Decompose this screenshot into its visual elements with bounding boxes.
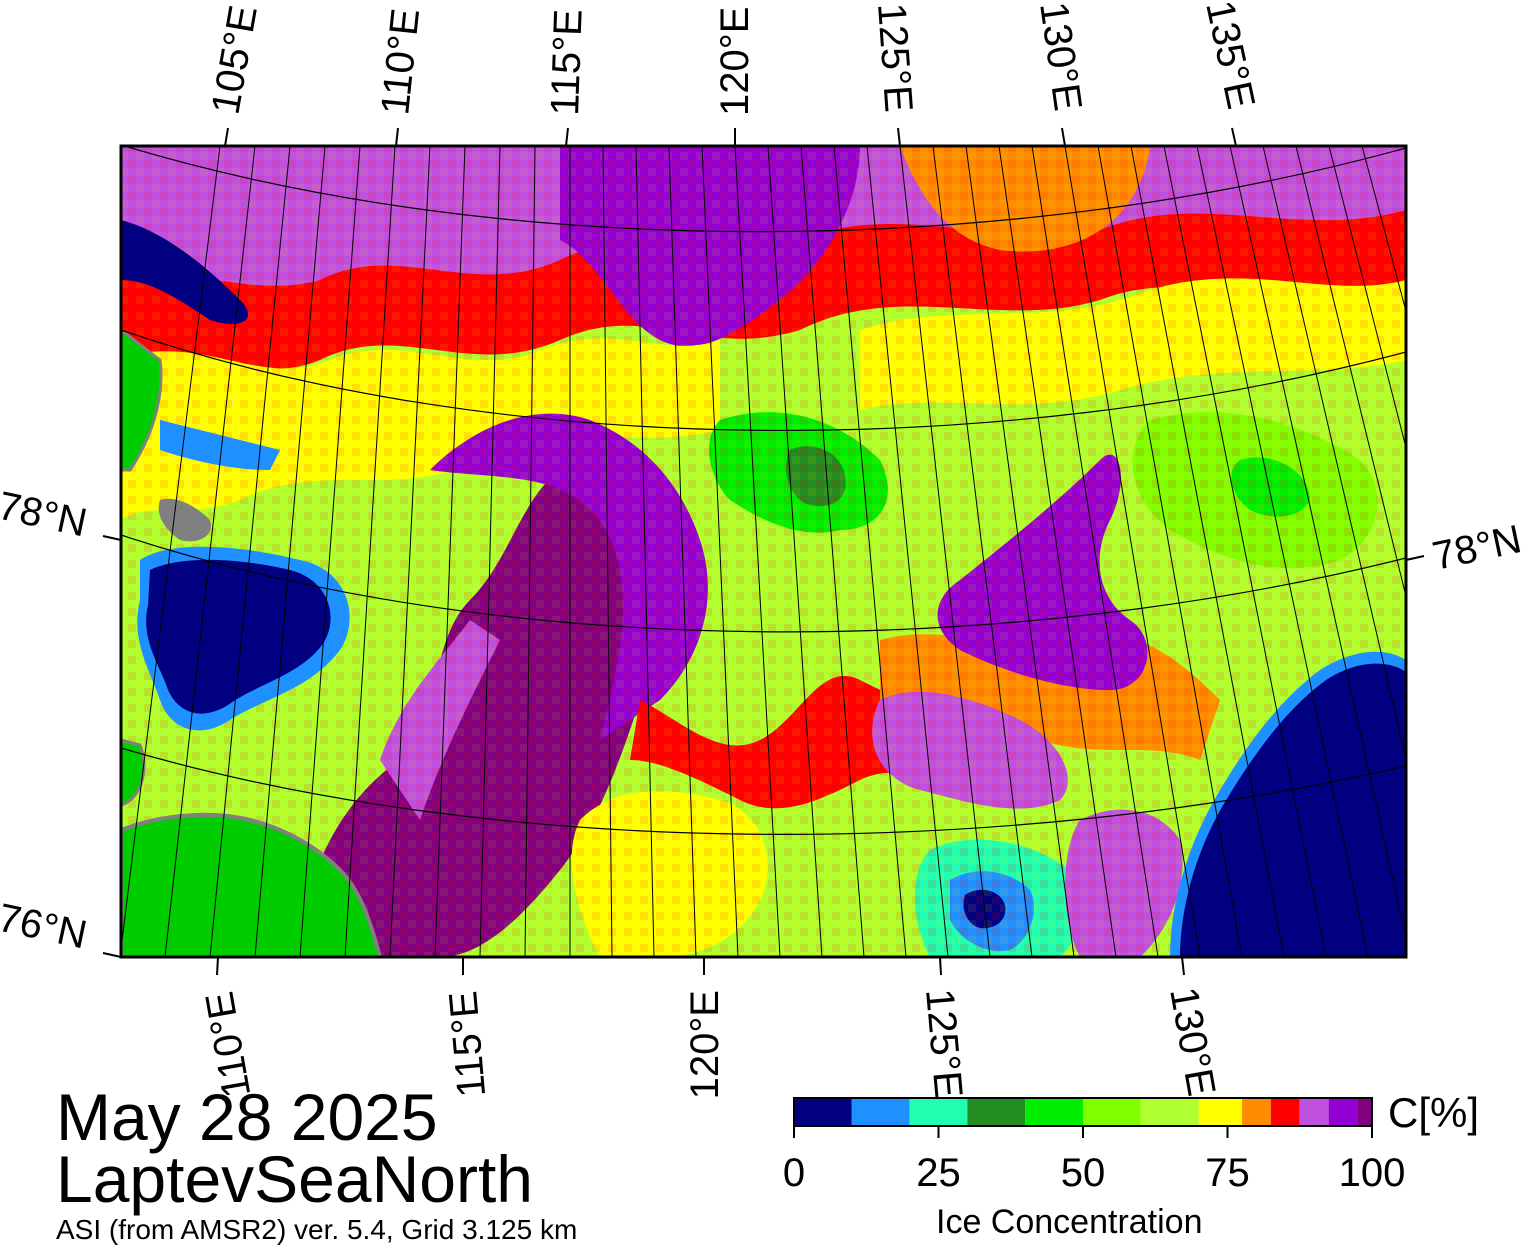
colorbar-bin (909, 1098, 968, 1126)
colorbar-unit: C[%] (1388, 1089, 1480, 1136)
bottom-lon-label: 130°E (1161, 984, 1223, 1099)
colorbar-tick-label: 25 (916, 1151, 961, 1195)
colorbar-tick-label: 0 (783, 1151, 805, 1195)
top-lon-label: 115°E (543, 8, 591, 116)
taimyr-coast (121, 812, 383, 957)
top-lon-label: 120°E (713, 7, 757, 116)
west-polynya (146, 559, 331, 714)
right-lat-label: 78°N (1429, 517, 1526, 579)
colorbar-ticks (793, 1126, 1373, 1138)
small-island (158, 498, 211, 542)
colorbar-bin (1270, 1098, 1300, 1126)
map-date: May 28 2025 (56, 1080, 438, 1154)
left-lat-label: 78°N (0, 484, 91, 546)
bottom-lon-label: 125°E (917, 987, 970, 1100)
colorbar-bin (1328, 1098, 1358, 1126)
colorbar-bin (1299, 1098, 1329, 1126)
top-lon-label: 110°E (373, 6, 428, 116)
colorbar-bin (851, 1098, 910, 1126)
island-north (121, 328, 163, 472)
bottom-lon-label: 115°E (441, 989, 494, 1099)
top-lon-label: 125°E (869, 2, 921, 114)
graticule-latitudes (121, 146, 1406, 835)
colorbar (794, 1098, 1372, 1126)
colorbar-bin (1198, 1098, 1242, 1126)
northwest-open-water (121, 220, 249, 324)
map-frame (119, 144, 1408, 959)
bottom-lon-label: 120°E (683, 990, 727, 1099)
colorbar-bin (967, 1098, 1026, 1126)
colorbar-bin (1025, 1098, 1083, 1126)
colorbar-tick-labels: 0 25 50 75 100 (783, 1151, 1406, 1195)
colorbar-bin (1140, 1098, 1199, 1126)
northwest-lead (160, 420, 280, 470)
colorbar-title: Ice Concentration (936, 1203, 1203, 1241)
top-lon-label: 135°E (1197, 0, 1263, 113)
top-lon-labels: 105°E 110°E 115°E 120°E 125°E 130°E 135°… (204, 0, 1263, 118)
map-raster (121, 146, 1406, 957)
east-open-water (1180, 663, 1406, 957)
map-ticks (102, 127, 1425, 976)
colorbar-bin (1357, 1098, 1372, 1126)
top-lon-label: 130°E (1031, 0, 1090, 114)
colorbar-tick-label: 100 (1339, 1151, 1406, 1195)
colorbar-tick-label: 50 (1061, 1151, 1106, 1195)
colorbar-tick-label: 75 (1205, 1151, 1250, 1195)
texture-overlay (121, 146, 1406, 957)
colorbar-bin (1241, 1098, 1271, 1126)
top-lon-label: 105°E (204, 2, 266, 117)
colorbar-bin (794, 1098, 852, 1126)
map-region-name: LaptevSeaNorth (56, 1142, 533, 1216)
colorbar-bin (1083, 1098, 1141, 1126)
left-lat-label: 76°N (0, 896, 91, 958)
product-info: ASI (from AMSR2) ver. 5.4, Grid 3.125 km (56, 1214, 578, 1245)
graticule-meridians (121, 146, 1406, 957)
